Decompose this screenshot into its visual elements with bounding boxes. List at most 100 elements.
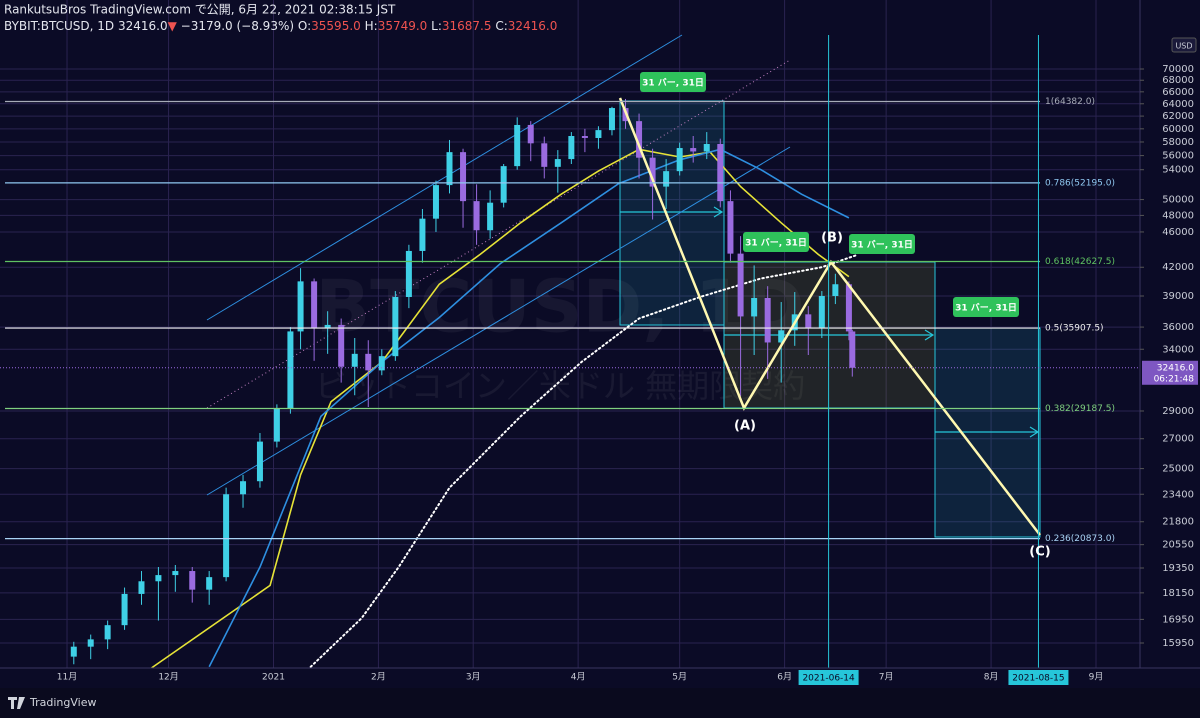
candle-body — [764, 297, 771, 343]
candle-body — [514, 124, 521, 167]
candle-body — [155, 575, 162, 582]
ohlc-value: 31687.5 — [442, 19, 492, 33]
range-tag — [953, 297, 1019, 317]
y-tick-label: 62000 — [1162, 111, 1194, 122]
range-tag-label: 31 バー, 31日 — [642, 78, 704, 89]
ohlc-key: L: — [431, 19, 442, 33]
x-tick-label: 9月 — [1089, 672, 1104, 683]
ohlc-key: O: — [298, 19, 311, 33]
candle-body — [419, 218, 426, 251]
candle-body — [690, 148, 697, 152]
overlay: 1(64382.0) 0.786(52195.0) 0.618(42627.5) 0.… — [0, 35, 1140, 668]
wave-label: (A) — [734, 419, 756, 434]
candle-body — [297, 281, 304, 332]
x-tick-label: 2021 — [262, 673, 285, 683]
date-marker-label: 2021-08-15 — [1012, 674, 1064, 684]
candle-body — [121, 593, 128, 626]
range-tag — [640, 72, 706, 92]
y-tick-label: 68000 — [1162, 75, 1194, 86]
candle-body — [365, 353, 372, 371]
abc-zigzag — [618, 97, 1041, 536]
candle-body — [608, 108, 615, 131]
y-tick-label: 70000 — [1162, 64, 1194, 75]
ohlc-value: 32416.0 — [508, 19, 558, 33]
x-tick-label: 11月 — [57, 672, 77, 683]
y-tick-label: 25000 — [1162, 464, 1194, 475]
range-tag-label: 31 バー, 31日 — [745, 238, 807, 249]
candle-body — [778, 330, 785, 343]
candle-body — [703, 143, 710, 152]
y-tick-label: 16950 — [1162, 614, 1194, 625]
candle-body — [189, 571, 196, 590]
arrow — [620, 206, 724, 218]
y-tick-label: 39000 — [1162, 291, 1194, 302]
symbol-line: BYBIT:BTCUSD, 1D 32416.0 ▼ −3179.0 (−8.93… — [4, 19, 557, 33]
fib-label: 0.5(35907.5) — [1045, 324, 1104, 334]
candle-body — [172, 571, 179, 576]
candle-body — [138, 581, 145, 594]
y-tick-label: 20550 — [1162, 540, 1194, 551]
drawings — [206, 34, 1041, 538]
arrow: ▼ — [168, 19, 178, 33]
change: −3179.0 (−8.93%) — [181, 19, 294, 33]
y-tick-label: 48000 — [1162, 210, 1194, 221]
candle-body — [338, 324, 345, 367]
candle-body — [70, 646, 77, 657]
candle-body — [311, 281, 318, 329]
candle-body — [392, 297, 399, 357]
candle-body — [432, 185, 439, 219]
candle-body — [727, 201, 734, 254]
candle-body — [287, 331, 294, 409]
range-tag — [743, 232, 809, 252]
candle-body — [351, 353, 358, 367]
plot — [70, 98, 857, 669]
last-price-box — [1142, 360, 1198, 385]
moving-average — [208, 148, 850, 668]
y-tick-label: 21800 — [1162, 517, 1194, 528]
candle-body — [104, 625, 111, 640]
x-tick-label: 5月 — [672, 672, 687, 683]
fib-label: 0.618(42627.5) — [1045, 257, 1115, 267]
candle-body — [717, 143, 724, 202]
time-axis-bg — [0, 668, 1200, 688]
footer — [0, 688, 1200, 718]
y-tick-label: 56000 — [1162, 151, 1194, 162]
range-tag-label: 31 バー, 31日 — [955, 303, 1017, 314]
y-tick-label: 15950 — [1162, 638, 1194, 649]
y-tick-label: 23400 — [1162, 489, 1194, 500]
watermark-desc: ビットコイン／米ドル 無期限契約 — [315, 367, 805, 405]
y-tick-label: 58000 — [1162, 137, 1194, 148]
candle-body — [805, 314, 812, 329]
candle-body — [541, 143, 548, 167]
wave-label: (B) — [821, 231, 843, 246]
candle-body — [845, 284, 852, 332]
ohlc-value: 35749.0 — [378, 19, 428, 33]
fib-label: 0.786(52195.0) — [1045, 178, 1115, 188]
y-tick-label: 36000 — [1162, 322, 1194, 333]
brand-logo — [8, 697, 25, 709]
x-tick-label: 3月 — [466, 672, 481, 683]
price-axis-bg — [1140, 0, 1200, 688]
y-tick-label: 18150 — [1162, 588, 1194, 599]
candle-body — [273, 408, 280, 442]
y-tick-label: 60000 — [1162, 124, 1194, 135]
ohlc-value: 35595.0 — [311, 19, 361, 33]
symbol: BYBIT:BTCUSD, 1D — [4, 19, 114, 33]
candle-body — [636, 121, 643, 158]
candle-body — [527, 124, 534, 144]
x-tick-label: 4月 — [571, 672, 586, 683]
candle-body — [554, 159, 561, 167]
x-tick-label: 8月 — [984, 672, 999, 683]
candle-body — [378, 356, 385, 371]
time-axis: 11月 12月 2021 2月 3月 4月 5月 6月 7月 8月 9月 2021-06-14 2021… — [57, 670, 1104, 685]
y-tick-label: 64000 — [1162, 99, 1194, 110]
candle-body — [649, 157, 656, 187]
fib-label: 1(64382.0) — [1045, 97, 1095, 107]
range-tag-label: 31 バー, 31日 — [851, 240, 913, 251]
author-line: RankutsuBros TradingView.com で公開, 6月 22,… — [4, 3, 396, 17]
y-tick-label: 19350 — [1162, 563, 1194, 574]
moving-average — [309, 254, 857, 668]
